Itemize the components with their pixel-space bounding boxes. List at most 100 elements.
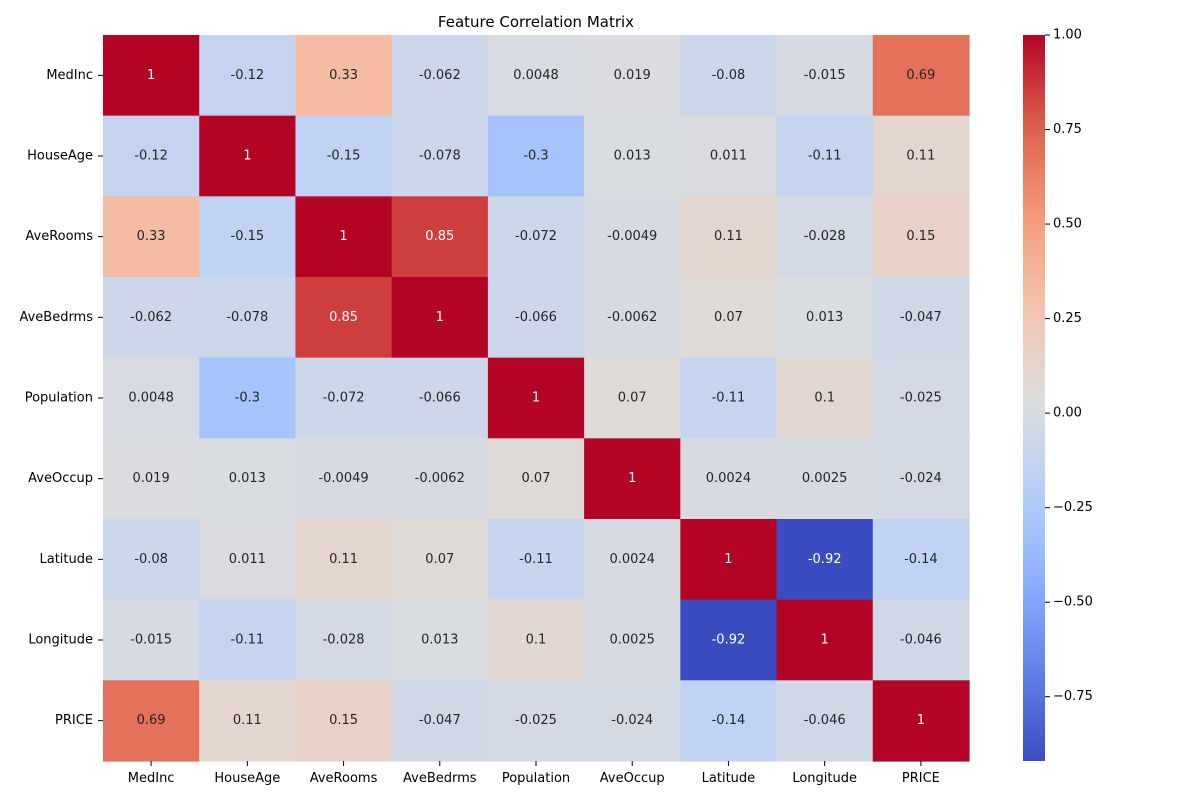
heatmap-cell — [584, 115, 681, 197]
heatmap-cell — [487, 438, 585, 520]
cell-annotation: 0.1 — [814, 391, 835, 406]
heatmap-cell — [872, 599, 970, 681]
x-tick-label: Population — [502, 771, 570, 786]
cell-annotation: -0.15 — [327, 149, 361, 164]
cell-annotation: 0.15 — [329, 713, 358, 728]
cell-annotation: 0.019 — [614, 68, 651, 83]
heatmap-cell — [391, 357, 489, 439]
heatmap-cell — [776, 357, 874, 439]
heatmap-cell — [391, 277, 489, 359]
heatmap-cell — [872, 357, 970, 439]
cell-annotation: 0.0025 — [802, 471, 848, 486]
heatmap-cell — [295, 277, 393, 359]
chart-title: Feature Correlation Matrix — [438, 13, 634, 31]
cell-annotation: 0.013 — [229, 471, 266, 486]
heatmap-cell — [487, 519, 585, 601]
heatmap-cell — [584, 277, 681, 359]
y-tick-label: AveBedrms — [19, 310, 93, 325]
cell-annotation: -0.14 — [712, 713, 746, 728]
cell-annotation: -0.11 — [231, 633, 265, 648]
cell-annotation: 1 — [147, 68, 155, 83]
heatmap-cell — [199, 35, 297, 117]
cell-annotation: -0.92 — [808, 552, 842, 567]
y-tick-label: Longitude — [28, 633, 93, 648]
cell-annotation: -0.025 — [900, 391, 942, 406]
cell-annotation: -0.078 — [226, 310, 268, 325]
cell-annotation: -0.0062 — [415, 471, 465, 486]
heatmap-cell — [103, 438, 200, 520]
heatmap-cell — [199, 438, 297, 520]
heatmap-cell — [680, 599, 778, 681]
cell-annotation: -0.066 — [515, 310, 557, 325]
cell-annotation: -0.047 — [419, 713, 461, 728]
heatmap-cell — [391, 35, 489, 117]
cell-annotation: 0.011 — [229, 552, 266, 567]
y-tick-label: MedInc — [46, 68, 93, 83]
heatmap-cell — [680, 357, 778, 439]
cell-annotation: -0.08 — [712, 68, 746, 83]
cell-annotation: -0.028 — [323, 633, 365, 648]
heatmap-cell — [295, 357, 393, 439]
x-tick-label: AveBedrms — [403, 771, 477, 786]
heatmap-cell — [776, 680, 874, 762]
heatmap-cell — [584, 196, 681, 278]
cell-annotation: 0.019 — [133, 471, 170, 486]
heatmap-cell — [487, 35, 585, 117]
heatmap-cell — [680, 680, 778, 762]
x-axis: MedInc HouseAge AveRooms AveBedrms Populatio… — [128, 761, 940, 786]
cell-annotation: 0.0048 — [513, 68, 559, 83]
cell-annotation: 0.0048 — [128, 391, 174, 406]
cell-annotation: 1 — [339, 229, 347, 244]
heatmap-cell — [872, 680, 970, 762]
y-tick-label: Latitude — [39, 552, 93, 567]
heatmap-cell — [680, 196, 778, 278]
cell-annotation: -0.015 — [804, 68, 846, 83]
y-tick-label: Population — [25, 391, 93, 406]
colorbar-tick-label: 0.75 — [1053, 122, 1082, 137]
x-tick-label: HouseAge — [214, 771, 280, 786]
heatmap-cell — [487, 680, 585, 762]
cell-annotation: 0.07 — [522, 471, 551, 486]
heatmap-cell — [680, 438, 778, 520]
heatmap-cell — [295, 519, 393, 601]
heatmap-cell — [680, 519, 778, 601]
heatmap-cell — [776, 519, 874, 601]
colorbar-tick-label: −0.25 — [1053, 500, 1093, 515]
cell-annotation: 0.15 — [906, 229, 935, 244]
colorbar-tick-label: 0.00 — [1053, 406, 1082, 421]
heatmap-cell — [487, 115, 585, 197]
heatmap-cell — [680, 277, 778, 359]
cell-annotation: -0.14 — [904, 552, 938, 567]
cell-annotation: 0.11 — [329, 552, 358, 567]
cell-annotation: 0.33 — [329, 68, 358, 83]
heatmap-cell — [584, 35, 681, 117]
cell-annotation: -0.12 — [231, 68, 265, 83]
cell-annotations: 1 -0.12 0.33 -0.062 0.0048 0.019 -0.08 -0.015 0.… — [128, 68, 941, 728]
cell-annotation: 0.0024 — [609, 552, 655, 567]
cell-annotation: -0.3 — [235, 391, 260, 406]
heatmap-cell — [872, 277, 970, 359]
heatmap-cell — [776, 277, 874, 359]
x-tick-label: MedInc — [128, 771, 175, 786]
cell-annotation: -0.062 — [130, 310, 172, 325]
cell-annotation: 0.013 — [614, 149, 651, 164]
cell-annotation: -0.11 — [519, 552, 553, 567]
x-tick-label: PRICE — [902, 771, 940, 786]
heatmap-cell — [584, 519, 681, 601]
heatmap-cell — [391, 115, 489, 197]
cell-annotation: 0.69 — [906, 68, 935, 83]
cell-annotation: 0.0025 — [609, 633, 655, 648]
heatmap-cell — [295, 196, 393, 278]
heatmap-cell — [872, 196, 970, 278]
heatmap-cell — [680, 115, 778, 197]
cell-annotation: 0.69 — [137, 713, 166, 728]
heatmap-cell — [584, 680, 681, 762]
cell-annotation: -0.062 — [419, 68, 461, 83]
cell-annotation: 0.11 — [906, 149, 935, 164]
cell-annotation: 0.85 — [329, 310, 358, 325]
cell-annotation: 0.11 — [714, 229, 743, 244]
cell-annotation: 0.1 — [526, 633, 547, 648]
cell-annotation: 0.33 — [137, 229, 166, 244]
heatmap-cell — [103, 115, 200, 197]
y-tick-label: AveOccup — [28, 471, 93, 486]
